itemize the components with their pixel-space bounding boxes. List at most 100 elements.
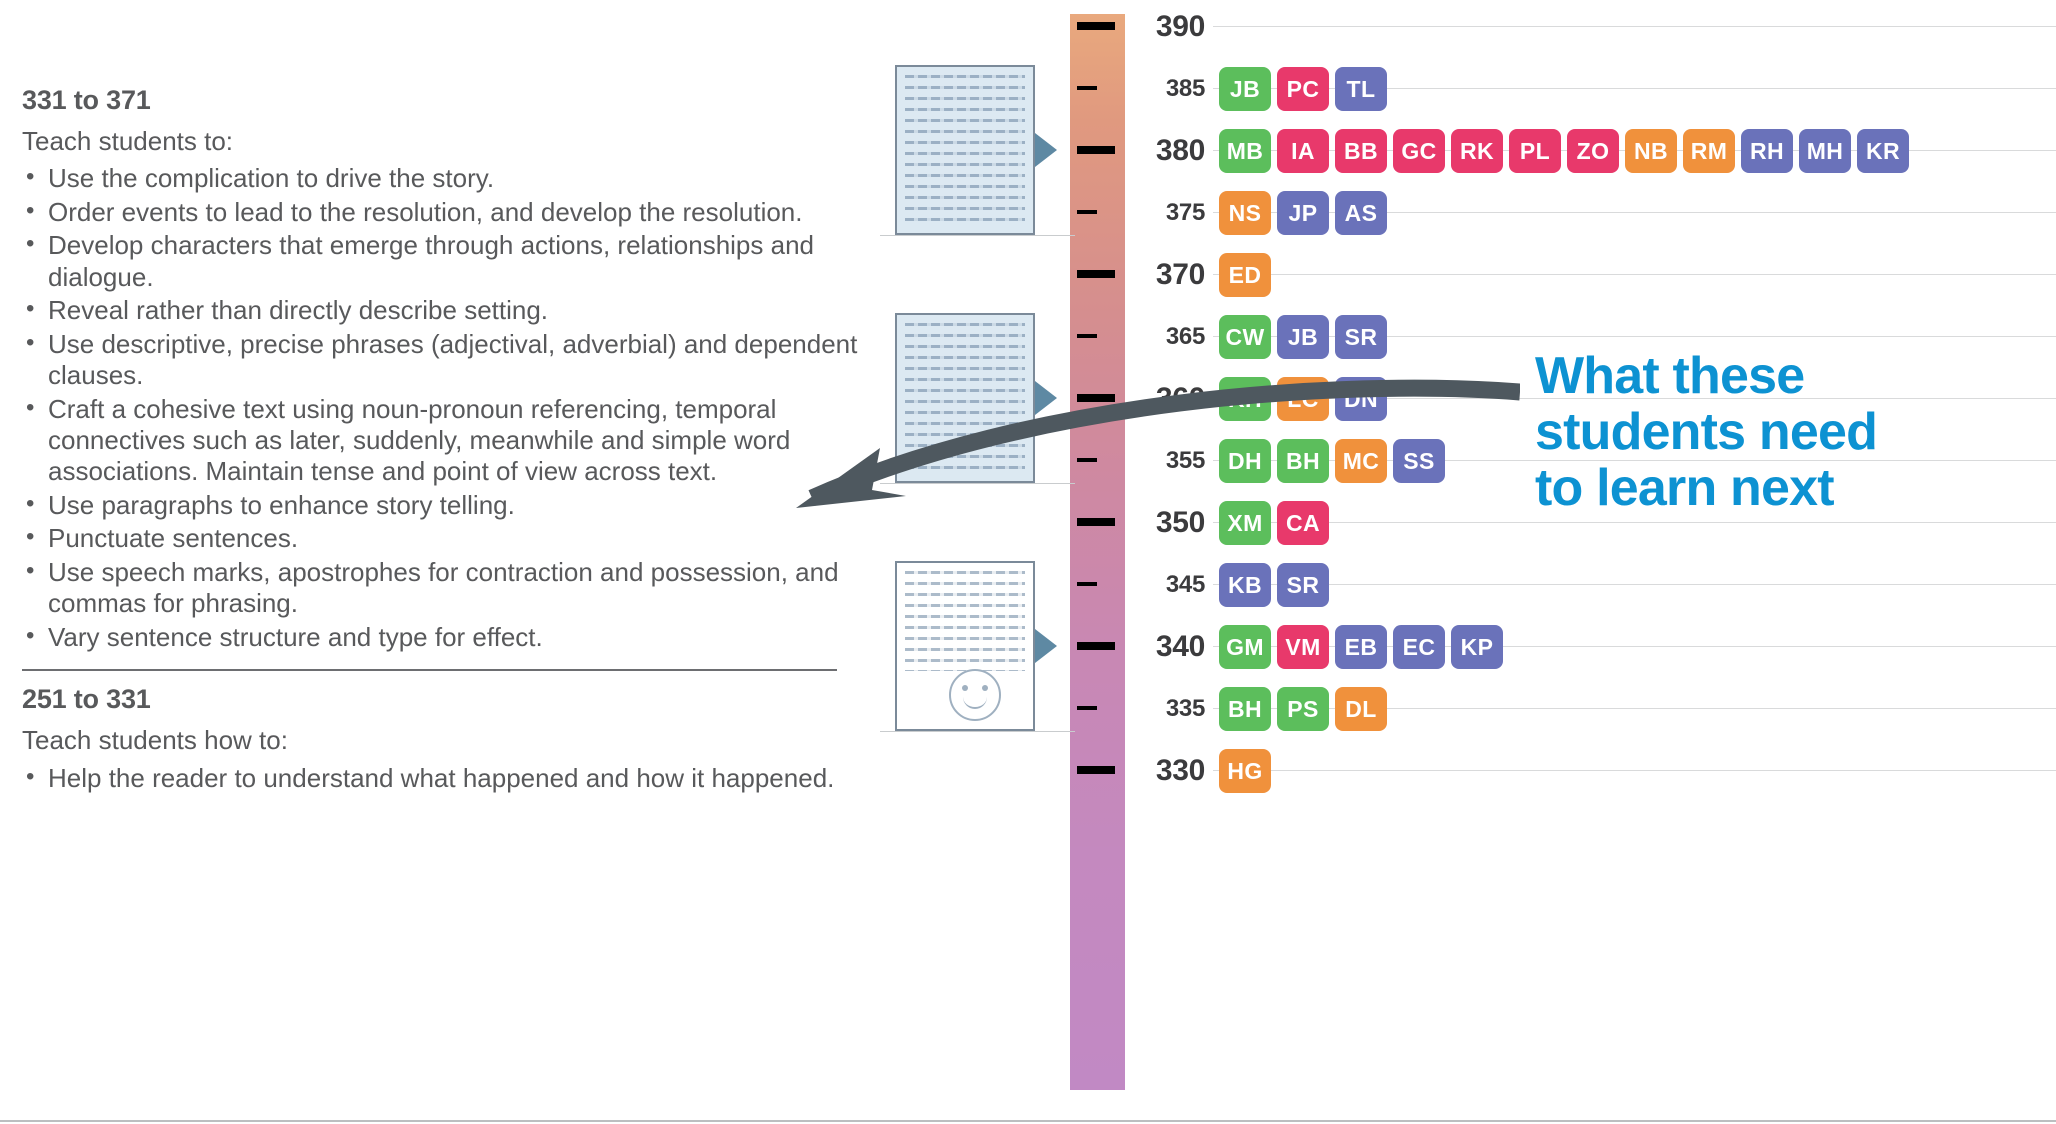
chart-row-350: 350 XM CA — [1125, 492, 2056, 554]
student-badge[interactable]: RH — [1741, 129, 1793, 173]
student-badge[interactable]: VM — [1277, 625, 1329, 669]
student-badge[interactable]: MH — [1799, 129, 1851, 173]
student-badge[interactable]: NS — [1219, 191, 1271, 235]
student-badge[interactable]: EC — [1393, 625, 1445, 669]
student-badge[interactable]: DH — [1219, 439, 1271, 483]
student-badge[interactable]: SS — [1393, 439, 1445, 483]
y-axis-label-370: 370 — [1155, 258, 1205, 291]
student-badge[interactable]: MC — [1335, 439, 1387, 483]
student-badge[interactable]: DL — [1335, 687, 1387, 731]
student-badge[interactable]: GC — [1393, 129, 1445, 173]
student-badge[interactable]: AS — [1335, 191, 1387, 235]
student-badge[interactable]: CW — [1219, 315, 1271, 359]
list-item: Use the complication to drive the story. — [22, 162, 872, 194]
student-badge[interactable]: XM — [1219, 501, 1271, 545]
student-badge[interactable]: NB — [1625, 129, 1677, 173]
chart-row-345: 345 KB SR — [1125, 554, 2056, 616]
scale-tick-335 — [1077, 706, 1097, 710]
student-badge[interactable]: BB — [1335, 129, 1387, 173]
list-item: Use descriptive, precise phrases (adject… — [22, 328, 872, 392]
band-title: 251 to 331 — [22, 684, 151, 715]
student-badge[interactable]: KB — [1219, 563, 1271, 607]
student-badge[interactable]: BH — [1219, 687, 1271, 731]
work-sample-thumbnail-340[interactable] — [895, 561, 1057, 731]
scale-tick-390 — [1077, 22, 1115, 30]
sample-pointer-icon — [1035, 133, 1057, 167]
student-badge[interactable]: BH — [1277, 439, 1329, 483]
student-badge[interactable]: MB — [1219, 129, 1271, 173]
y-axis-label-330: 330 — [1155, 754, 1205, 787]
student-badge[interactable]: HG — [1219, 749, 1271, 793]
band-bullet-list: Use the complication to drive the story.… — [22, 162, 872, 653]
page-bottom-rule — [0, 1120, 2056, 1122]
student-badge[interactable]: JP — [1277, 191, 1329, 235]
student-badge[interactable]: KR — [1857, 129, 1909, 173]
handwriting-sample-image — [895, 561, 1035, 731]
chart-row-375: 375 NS JP AS — [1125, 182, 2056, 244]
student-badge[interactable]: PC — [1277, 67, 1329, 111]
chart-row-370: 370 ED — [1125, 244, 2056, 306]
student-badge[interactable]: CA — [1277, 501, 1329, 545]
handwriting-sample-image — [895, 65, 1035, 235]
gridline — [1213, 336, 2056, 337]
band-lead: Teach students to: — [22, 125, 234, 156]
scale-tick-340 — [1077, 642, 1115, 650]
student-badge[interactable]: RK — [1451, 129, 1503, 173]
student-badge-row: ED — [1219, 244, 1271, 306]
student-badge-row: JB PC TL — [1219, 58, 1387, 120]
callout-line-1: What these — [1535, 347, 1805, 405]
y-axis-label-340: 340 — [1155, 630, 1205, 663]
student-badge[interactable]: JB — [1277, 315, 1329, 359]
student-badge[interactable]: KP — [1451, 625, 1503, 669]
student-badge[interactable]: GM — [1219, 625, 1271, 669]
y-axis-label-375: 375 — [1165, 199, 1205, 226]
scale-tick-350 — [1077, 518, 1115, 526]
student-badge[interactable]: PS — [1277, 687, 1329, 731]
student-badge[interactable]: SR — [1335, 315, 1387, 359]
scale-tick-330 — [1077, 766, 1115, 774]
band-section-331-371: 331 to 371 Teach students to: Use the co… — [22, 85, 872, 653]
handwriting-lines — [905, 571, 1025, 671]
gridline — [1213, 460, 2056, 461]
scale-tick-385 — [1077, 86, 1097, 90]
callout-text: What these students need to learn next — [1535, 347, 2005, 517]
student-badge[interactable]: SR — [1277, 563, 1329, 607]
student-badge[interactable]: EB — [1335, 625, 1387, 669]
student-badge[interactable]: ZO — [1567, 129, 1619, 173]
student-badge-row: HG — [1219, 740, 1271, 802]
student-badge-row: MB IA BB GC RK PL ZO NB RM RH MH KR — [1219, 120, 1909, 182]
student-badge-row: XM CA — [1219, 492, 1329, 554]
student-badge[interactable]: ED — [1219, 253, 1271, 297]
chart-row-355: 355 DH BH MC SS — [1125, 430, 2056, 492]
student-badge-row: KB SR — [1219, 554, 1329, 616]
chart-row-340: 340 GM VM EB EC KP — [1125, 616, 2056, 678]
pointer-arrow-icon — [796, 379, 1520, 508]
chart-row-390: 390 — [1125, 0, 2056, 58]
student-badge[interactable]: IA — [1277, 129, 1329, 173]
scale-tick-355 — [1077, 458, 1097, 462]
gridline — [1213, 212, 2056, 213]
student-badge[interactable]: TL — [1335, 67, 1387, 111]
callout-line-2: students need — [1535, 403, 1878, 462]
y-axis-label-355: 355 — [1165, 447, 1205, 474]
y-axis-label-380: 380 — [1155, 134, 1205, 167]
smiley-face-icon — [949, 669, 1001, 721]
list-item: Develop characters that emerge through a… — [22, 229, 872, 293]
student-badge[interactable]: JB — [1219, 67, 1271, 111]
student-distribution-chart: 390 385 JB PC TL 380 MB IA BB GC RK PL ZO NB RM RH MH KR 3… — [1125, 0, 2056, 1124]
sample-pointer-icon — [1035, 629, 1057, 663]
student-badge[interactable]: PL — [1509, 129, 1561, 173]
y-axis-label-365: 365 — [1165, 323, 1205, 350]
gridline — [1213, 584, 2056, 585]
student-badge[interactable]: RM — [1683, 129, 1735, 173]
gridline — [1213, 708, 2056, 709]
section-divider — [22, 669, 837, 672]
student-badge-row: GM VM EB EC KP — [1219, 616, 1503, 678]
list-item: Punctuate sentences. — [22, 522, 872, 554]
work-sample-thumbnail-380[interactable] — [895, 65, 1057, 235]
gridline — [1213, 522, 2056, 523]
gridline — [1213, 646, 2056, 647]
y-axis-label-345: 345 — [1165, 571, 1205, 598]
band-bullet-list: Help the reader to understand what happe… — [22, 762, 872, 794]
